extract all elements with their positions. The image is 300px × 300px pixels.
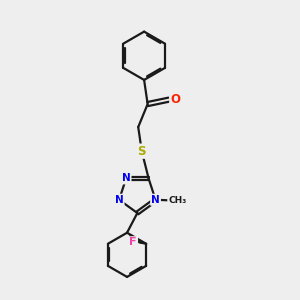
Text: N: N xyxy=(115,195,124,205)
Text: N: N xyxy=(122,173,130,183)
Text: N: N xyxy=(151,195,160,205)
Text: S: S xyxy=(137,145,146,158)
Text: O: O xyxy=(170,93,180,106)
Text: CH₃: CH₃ xyxy=(168,196,187,205)
Text: F: F xyxy=(130,237,137,247)
